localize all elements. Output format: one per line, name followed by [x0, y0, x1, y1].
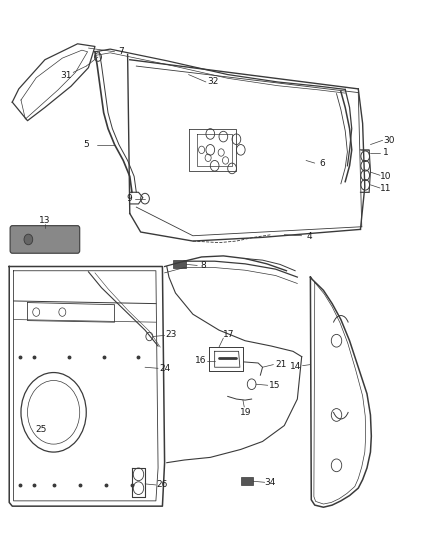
Text: 30: 30 — [383, 136, 395, 145]
Text: 32: 32 — [208, 77, 219, 86]
FancyBboxPatch shape — [173, 260, 186, 268]
Text: 26: 26 — [157, 480, 168, 489]
Text: 14: 14 — [290, 362, 302, 370]
Circle shape — [24, 234, 33, 245]
Text: 11: 11 — [379, 184, 391, 193]
Text: 5: 5 — [83, 140, 89, 149]
Text: 4: 4 — [307, 232, 312, 241]
Text: 17: 17 — [223, 330, 234, 339]
Text: 25: 25 — [36, 425, 47, 434]
Text: 15: 15 — [269, 381, 280, 390]
Text: 6: 6 — [320, 159, 325, 167]
Text: 1: 1 — [383, 148, 389, 157]
Text: 16: 16 — [195, 357, 206, 366]
Text: 7: 7 — [118, 47, 124, 56]
Text: 9: 9 — [126, 194, 132, 203]
Text: 23: 23 — [166, 330, 177, 340]
Text: 19: 19 — [240, 408, 252, 417]
Text: 10: 10 — [379, 172, 391, 181]
FancyBboxPatch shape — [10, 225, 80, 253]
Text: 21: 21 — [276, 360, 287, 369]
Text: 31: 31 — [60, 71, 71, 80]
Text: 8: 8 — [200, 261, 206, 270]
Text: 13: 13 — [39, 216, 51, 225]
Text: 24: 24 — [160, 364, 171, 373]
FancyBboxPatch shape — [241, 477, 253, 485]
Text: 34: 34 — [265, 478, 276, 487]
